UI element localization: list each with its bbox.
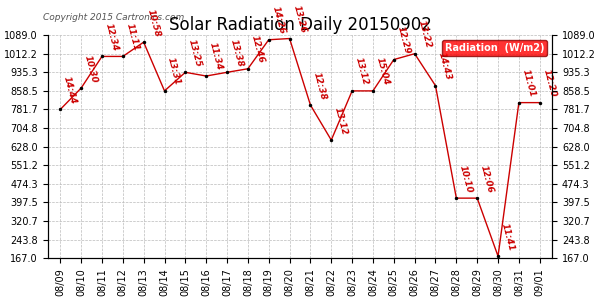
Title: Solar Radiation Daily 20150902: Solar Radiation Daily 20150902 [169, 16, 431, 34]
Text: 11:01: 11:01 [521, 68, 536, 98]
Text: 12:46: 12:46 [250, 34, 266, 64]
Text: 12:06: 12:06 [479, 164, 495, 194]
Text: 13:12: 13:12 [354, 57, 370, 86]
Text: 14:43: 14:43 [437, 51, 453, 81]
Text: 11:11: 11:11 [124, 22, 140, 52]
Text: 12:29: 12:29 [395, 25, 412, 55]
Text: 13:31: 13:31 [166, 57, 182, 86]
Text: 12:34: 12:34 [104, 22, 120, 52]
Text: 15:04: 15:04 [374, 57, 391, 86]
Text: 13:25: 13:25 [187, 38, 203, 68]
Text: 12:20: 12:20 [541, 68, 557, 98]
Text: 12:38: 12:38 [312, 71, 328, 101]
Text: Copyright 2015 Cartronics.com: Copyright 2015 Cartronics.com [43, 13, 184, 22]
Text: 10:30: 10:30 [83, 54, 99, 84]
Text: 13:38: 13:38 [229, 38, 245, 68]
Text: 14:44: 14:44 [62, 75, 78, 105]
Text: 13:26: 13:26 [291, 4, 307, 34]
Text: 10:10: 10:10 [458, 164, 474, 194]
Legend: Radiation  (W/m2): Radiation (W/m2) [442, 40, 547, 56]
Text: 13:22: 13:22 [416, 20, 433, 50]
Text: 14:26: 14:26 [271, 5, 287, 35]
Text: 11:34: 11:34 [208, 42, 224, 72]
Text: 11:41: 11:41 [500, 222, 516, 252]
Text: 10:58: 10:58 [145, 8, 161, 38]
Text: 13:12: 13:12 [333, 106, 349, 136]
